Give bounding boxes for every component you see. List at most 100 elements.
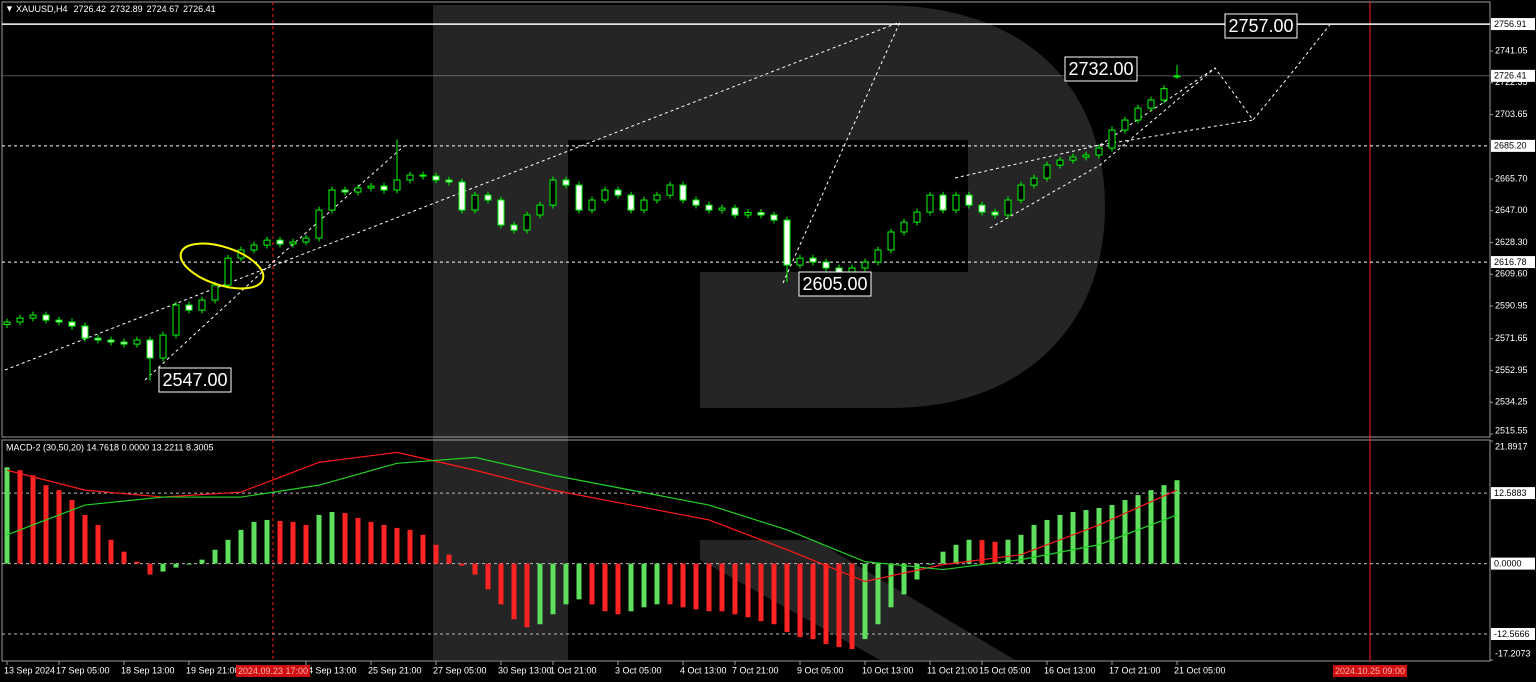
histogram-bar bbox=[771, 563, 777, 625]
candle-body bbox=[445, 179, 453, 183]
macd-panel bbox=[1, 439, 1491, 662]
x-tick-label: 18 Sep 13:00 bbox=[121, 665, 175, 675]
histogram-bar bbox=[56, 490, 62, 564]
histogram-bar bbox=[875, 563, 881, 625]
histogram-bar bbox=[940, 551, 946, 564]
candle-body bbox=[588, 199, 596, 211]
price-annotation-box bbox=[1064, 56, 1138, 82]
candle-body bbox=[107, 339, 115, 343]
watermark-bowl bbox=[568, 5, 1105, 408]
indicator-line bbox=[6, 456, 1178, 571]
candle-body bbox=[978, 204, 986, 213]
histogram-bar bbox=[459, 563, 465, 566]
candle-body bbox=[1160, 88, 1168, 101]
histogram-bar bbox=[82, 514, 88, 564]
histogram-bar bbox=[30, 475, 36, 564]
x-tick-label: 24 Sep 13:00 bbox=[303, 665, 357, 675]
histogram-bar bbox=[1096, 507, 1102, 564]
x-tick-label: 4 Oct 13:00 bbox=[680, 665, 727, 675]
axis-highlight bbox=[1491, 69, 1535, 82]
histogram-bar bbox=[238, 529, 244, 564]
price-annotation: 2605.00 bbox=[802, 274, 867, 294]
candle-body bbox=[380, 185, 388, 191]
collapse-arrow[interactable]: ▼ bbox=[5, 3, 14, 13]
crosshair-time-box bbox=[1333, 665, 1407, 677]
crosshair-time: 2024.10.25 09:00 bbox=[1335, 666, 1405, 676]
candle-body bbox=[1069, 156, 1077, 161]
candle-body bbox=[419, 174, 427, 177]
candle-body bbox=[367, 185, 375, 189]
histogram-bar bbox=[1005, 539, 1011, 564]
forecast-line bbox=[1099, 67, 1216, 146]
candle-body bbox=[874, 249, 882, 263]
price-annotation: 2547.00 bbox=[162, 370, 227, 390]
axis-highlight-label: 2756.91 bbox=[1494, 19, 1527, 29]
histogram-bar bbox=[277, 520, 283, 564]
y-tick-label: 2534.25 bbox=[1495, 397, 1528, 407]
histogram-bar bbox=[121, 551, 127, 564]
crosshair-time: 2024.09.23 17:00 bbox=[238, 666, 308, 676]
candle-body bbox=[991, 211, 999, 216]
histogram-bar bbox=[303, 524, 309, 564]
symbol-header: XAUUSD,H4 2726.42 2732.89 2724.67 2726.41 bbox=[16, 4, 216, 14]
candle-body bbox=[848, 267, 856, 273]
candle-body bbox=[1043, 164, 1051, 179]
axis-highlight bbox=[1491, 628, 1535, 641]
histogram-bar bbox=[1122, 500, 1128, 564]
histogram-bar bbox=[108, 539, 114, 564]
histogram-bar bbox=[576, 563, 582, 600]
candle-body bbox=[965, 194, 973, 206]
macd-title: MACD-2 (30,50,20) 14.7618 0.0000 13.2211… bbox=[6, 442, 213, 452]
x-tick-label: 17 Oct 21:00 bbox=[1109, 665, 1161, 675]
y-tick-label: 2590.95 bbox=[1495, 300, 1528, 310]
forecast-line bbox=[989, 21, 1333, 229]
histogram-bar bbox=[446, 554, 452, 564]
histogram-bar bbox=[1148, 490, 1154, 564]
low-value: 2724.67 bbox=[147, 4, 180, 14]
highlight-ellipse bbox=[179, 242, 265, 290]
histogram-bar bbox=[953, 544, 959, 564]
histogram-bar bbox=[433, 544, 439, 564]
histogram-bar bbox=[758, 563, 764, 622]
candle-body bbox=[757, 211, 765, 216]
histogram-bar bbox=[147, 563, 153, 575]
histogram-bar bbox=[732, 563, 738, 615]
axis-highlight-label: -12.5666 bbox=[1494, 629, 1530, 639]
candle-body bbox=[692, 199, 700, 206]
candle-body bbox=[796, 257, 804, 266]
histogram-bar bbox=[173, 563, 179, 568]
histogram-bar bbox=[927, 563, 933, 565]
candle-body bbox=[731, 207, 739, 216]
price-annotation-box bbox=[158, 367, 232, 393]
y-tick-label: 2515.55 bbox=[1495, 425, 1528, 435]
candle-body bbox=[601, 189, 609, 201]
axis-highlight-label: 2685.20 bbox=[1494, 141, 1527, 151]
x-tick-label: 27 Sep 05:00 bbox=[433, 665, 487, 675]
x-tick-label: 16 Oct 13:00 bbox=[1044, 665, 1096, 675]
x-tick-label: 7 Oct 21:00 bbox=[732, 665, 779, 675]
y-tick-label: 21.8917 bbox=[1495, 441, 1528, 451]
histogram-bar bbox=[979, 540, 985, 564]
axis-highlight bbox=[1491, 18, 1535, 31]
candle-body bbox=[432, 175, 440, 181]
histogram-bar bbox=[589, 563, 595, 605]
candle-body bbox=[393, 179, 401, 191]
candle-body bbox=[484, 194, 492, 201]
candle-body bbox=[497, 199, 505, 226]
y-tick-label: 2571.65 bbox=[1495, 333, 1528, 343]
y-tick-label: 2609.60 bbox=[1495, 269, 1528, 279]
candle-body bbox=[289, 241, 297, 245]
candle-body bbox=[887, 231, 895, 251]
forecast-line bbox=[782, 21, 901, 284]
histogram-bar bbox=[823, 563, 829, 645]
x-tick-label: 9 Oct 05:00 bbox=[797, 665, 844, 675]
watermark-leg bbox=[700, 540, 1015, 660]
histogram-bar bbox=[381, 524, 387, 564]
axis-highlight-label: 2726.41 bbox=[1494, 71, 1527, 81]
axis-highlight bbox=[1491, 557, 1535, 570]
histogram-bar bbox=[628, 563, 634, 612]
histogram-bar bbox=[641, 563, 647, 608]
candle-body bbox=[406, 174, 414, 181]
candle-body bbox=[198, 299, 206, 311]
candle-body bbox=[705, 204, 713, 211]
